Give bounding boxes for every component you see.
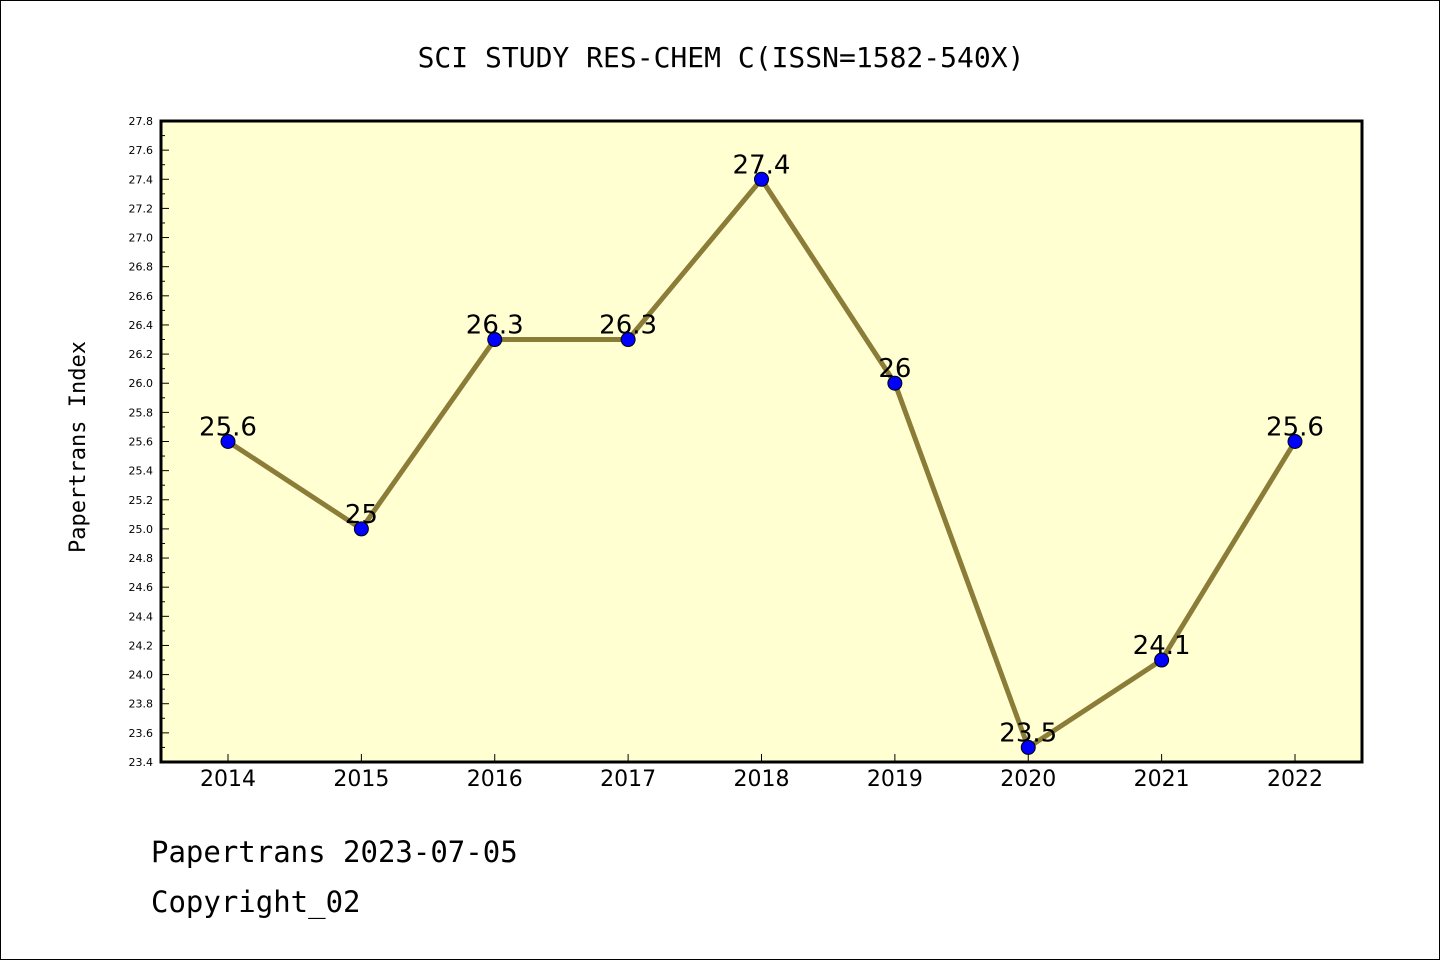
y-tick-label: 25.8 — [129, 406, 154, 419]
x-tick-label: 2018 — [734, 767, 790, 792]
data-point — [754, 171, 769, 187]
y-tick-label: 27.2 — [129, 202, 154, 215]
data-label: 25.6 — [1266, 413, 1324, 443]
y-tick-label: 24.8 — [129, 552, 154, 565]
data-point — [353, 521, 369, 537]
x-tick-label: 2014 — [200, 767, 256, 792]
y-axis: 23.4 23.6 23.8 24.0 24.2 24.4 24.6 24.8 25.0 25.2… — [129, 115, 169, 769]
data-labels: 25.6 25 26.3 26.3 27.4 26 23.5 24.1 25.6 — [199, 150, 1324, 748]
data-label: 24.1 — [1133, 631, 1191, 661]
data-label: 25 — [345, 500, 378, 530]
y-tick-label: 27.4 — [129, 173, 154, 186]
footer-copyright: Copyright_02 — [151, 885, 361, 919]
data-label: 27.4 — [733, 150, 791, 180]
y-tick-label: 26.2 — [129, 348, 154, 361]
y-tick-label: 23.8 — [129, 698, 154, 711]
series-0 — [220, 171, 1303, 755]
y-tick-label: 26.0 — [129, 377, 154, 390]
x-tick-label: 2017 — [600, 767, 656, 792]
data-point — [1154, 652, 1170, 668]
y-tick-label: 26.4 — [129, 319, 154, 332]
y-tick-label: 27.0 — [129, 232, 154, 245]
y-tick-label: 24.0 — [129, 669, 154, 682]
y-tick-label: 24.2 — [129, 639, 154, 652]
y-tick-label: 26.6 — [129, 290, 154, 303]
y-tick-label: 23.4 — [129, 756, 154, 769]
y-tick-label: 27.8 — [129, 115, 154, 128]
y-tick-label: 25.6 — [129, 436, 154, 449]
data-point — [487, 332, 503, 348]
data-label: 26.3 — [599, 311, 657, 341]
data-point — [887, 375, 903, 391]
data-point — [1287, 434, 1303, 449]
data-label: 23.5 — [999, 718, 1057, 748]
y-tick-label: 24.6 — [129, 581, 154, 594]
data-point — [620, 332, 636, 348]
y-tick-label: 25.0 — [129, 523, 154, 536]
y-axis-label: Papertrans Index — [66, 341, 91, 553]
x-tick-label: 2019 — [867, 767, 923, 792]
y-tick-label: 25.4 — [129, 465, 154, 478]
chart-title: SCI STUDY RES-CHEM C(ISSN=1582-540X) — [418, 41, 1025, 74]
y-tick-label: 27.6 — [129, 144, 154, 157]
x-tick-label: 2021 — [1134, 767, 1190, 792]
data-label: 26 — [878, 354, 911, 384]
y-tick-label: 26.8 — [129, 261, 154, 274]
y-tick-label: 23.6 — [129, 727, 154, 740]
x-axis: 2014 2015 2016 2017 2018 2019 2020 2021 2022 — [200, 754, 1323, 792]
plot-area — [159, 119, 1364, 764]
x-tick-label: 2016 — [467, 767, 523, 792]
x-tick-label: 2022 — [1267, 767, 1323, 792]
data-point — [1020, 739, 1036, 755]
data-label: 25.6 — [199, 413, 257, 443]
footer-date: Papertrans 2023-07-05 — [151, 835, 518, 869]
x-tick-label: 2020 — [1000, 767, 1056, 792]
data-point — [220, 434, 236, 449]
y-tick-label: 24.4 — [129, 610, 154, 623]
y-tick-label: 25.2 — [129, 494, 154, 507]
data-label: 26.3 — [466, 311, 524, 341]
x-tick-label: 2015 — [333, 767, 389, 792]
